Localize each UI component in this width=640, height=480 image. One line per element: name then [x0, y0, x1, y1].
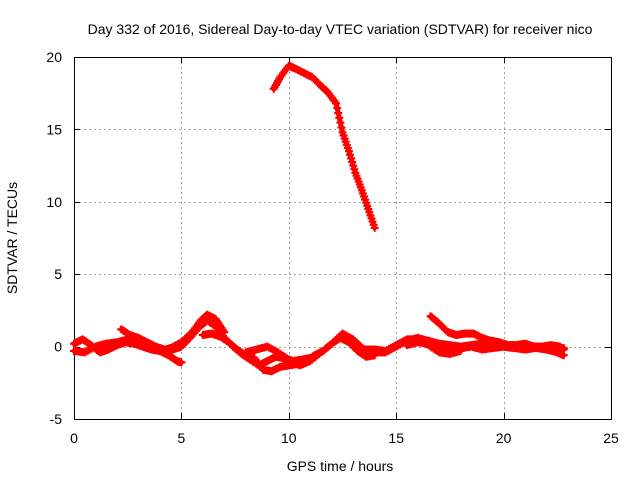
data-point: [336, 118, 345, 127]
x-tick-label: 0: [70, 430, 78, 446]
data-point: [559, 344, 568, 353]
series-track-6: [269, 61, 379, 232]
data-point: [332, 99, 341, 108]
x-tick-label: 5: [178, 430, 186, 446]
grid: [74, 57, 611, 419]
x-tick-label: 25: [603, 430, 619, 446]
y-tick-label: 5: [54, 266, 62, 282]
series-track-9: [402, 338, 568, 355]
plot-frame: [74, 57, 612, 420]
y-tick-label: 10: [46, 194, 62, 210]
x-tick-labels: 0 5 10 15 20 25: [70, 430, 619, 446]
data-point: [333, 104, 342, 113]
y-tick-label: 20: [46, 49, 62, 65]
y-tick-labels: -5 0 5 10 15 20: [46, 49, 62, 427]
x-axis-label: GPS time / hours: [287, 458, 394, 474]
data-point: [337, 123, 346, 132]
x-tick-label: 20: [496, 430, 512, 446]
data-point: [177, 358, 186, 367]
y-tick-label: 15: [46, 121, 62, 137]
chart-title: Day 332 of 2016, Sidereal Day-to-day VTE…: [88, 21, 593, 37]
data-point: [370, 223, 379, 232]
y-axis-label: SDTVAR / TECUs: [4, 182, 20, 294]
series-track-3: [117, 316, 315, 370]
x-tick-label: 15: [388, 430, 404, 446]
x-tick-label: 10: [281, 430, 297, 446]
data-point: [335, 113, 344, 122]
y-tick-label: -5: [50, 411, 63, 427]
y-tick-label: 0: [54, 339, 62, 355]
data-point: [334, 108, 343, 117]
ticks: [74, 57, 612, 420]
series-layer: [70, 61, 568, 376]
